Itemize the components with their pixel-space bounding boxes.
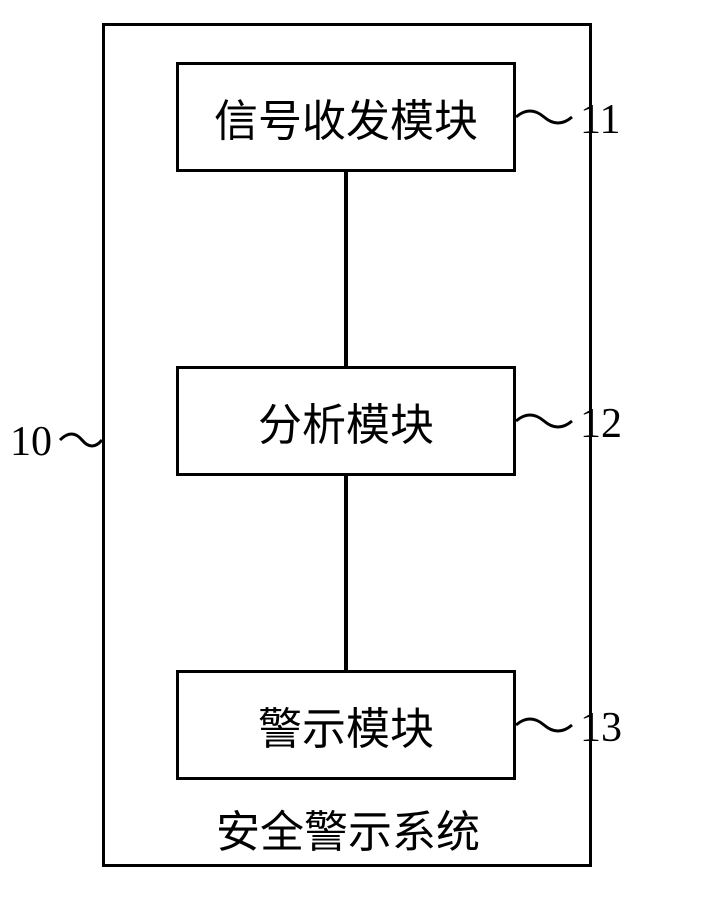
ref-label-13-text: 13: [580, 705, 622, 751]
ref-label-12: 12: [580, 400, 622, 448]
ref-leader-12: [511, 404, 577, 438]
ref-label-11-text: 11: [580, 97, 620, 143]
module-analysis-label: 分析模块: [258, 389, 434, 453]
ref-label-10-text: 10: [10, 419, 52, 465]
module-signal-transceiver-label: 信号收发模块: [214, 85, 478, 149]
ref-leader-11: [511, 100, 577, 134]
ref-label-12-text: 12: [580, 401, 622, 447]
system-caption-text: 安全警示系统: [216, 796, 480, 860]
module-signal-transceiver: 信号收发模块: [176, 62, 516, 172]
module-analysis: 分析模块: [176, 366, 516, 476]
system-caption: 安全警示系统: [193, 800, 503, 855]
ref-leader-13: [511, 708, 577, 742]
module-warning-label: 警示模块: [258, 693, 434, 757]
ref-label-11: 11: [580, 96, 620, 144]
module-warning: 警示模块: [176, 670, 516, 780]
ref-label-13: 13: [580, 704, 622, 752]
connector-analysis-to-warning: [344, 476, 348, 670]
ref-leader-10: [55, 423, 107, 457]
ref-label-10: 10: [10, 418, 52, 466]
connector-signal-to-analysis: [344, 172, 348, 366]
